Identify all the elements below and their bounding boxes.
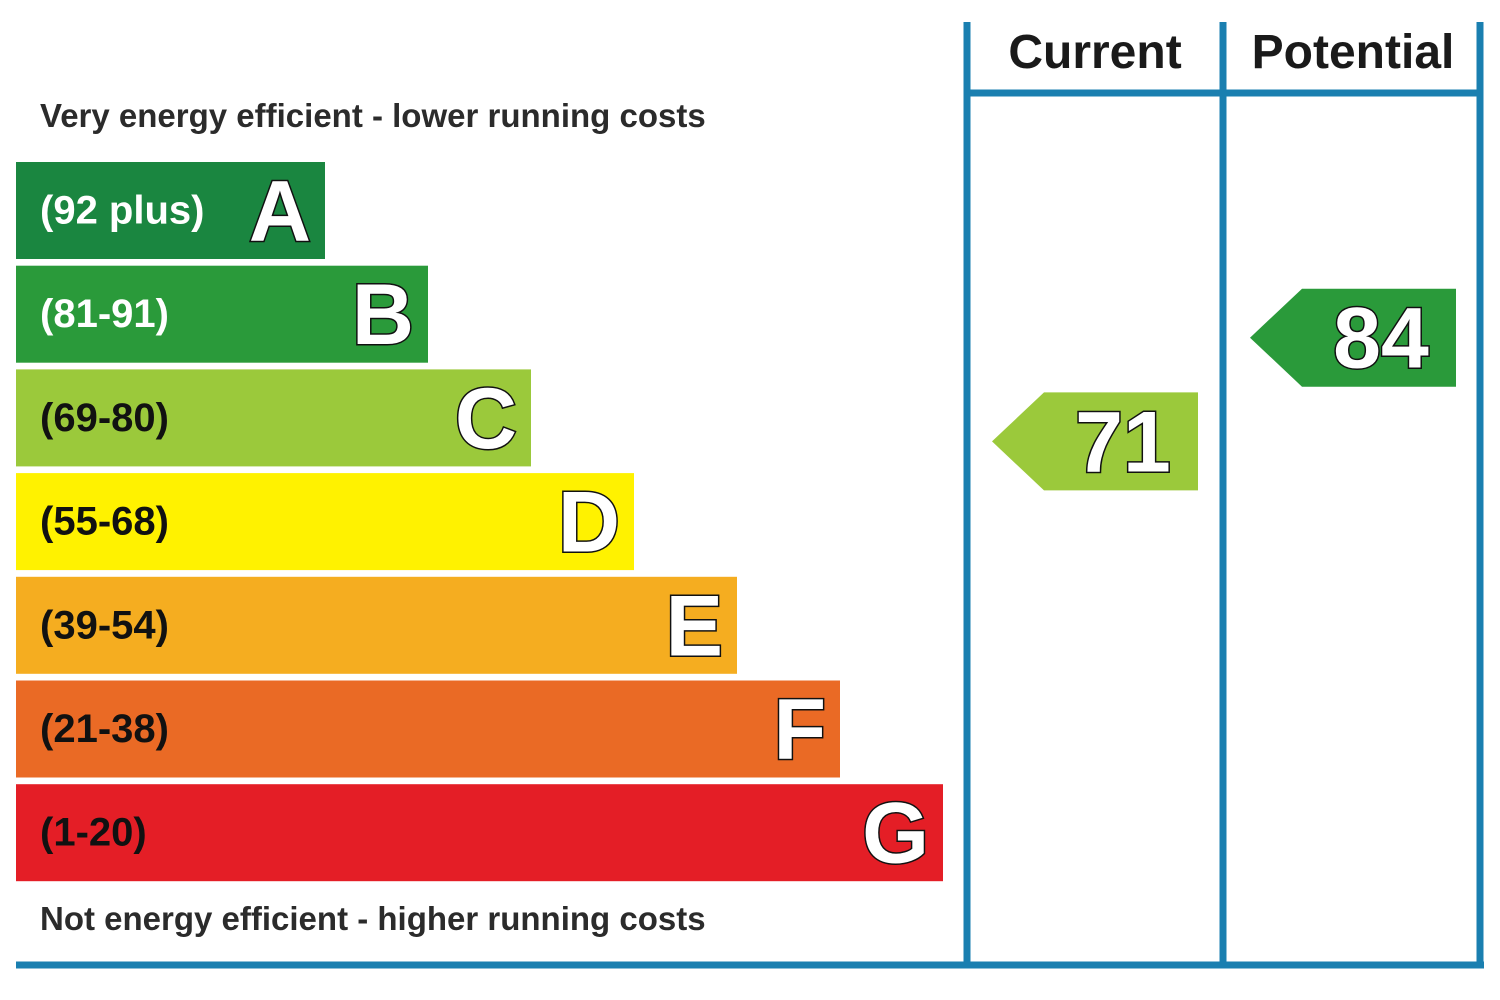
band-g: (1-20) G: [16, 784, 943, 883]
band-letter-b: B: [352, 267, 414, 363]
band-range-label-f: (21-38): [40, 707, 169, 751]
band-bar-e: [16, 576, 737, 674]
band-b: (81-91) B: [16, 265, 428, 365]
band-a: (92 plus) A: [16, 162, 325, 261]
band-bars: (92 plus) A(81-91) B(69-80) C(55-68) D(39-54…: [16, 162, 943, 883]
band-letter-d: D: [558, 475, 620, 571]
rating-potential: 84: [1250, 288, 1456, 388]
rating-current: 71: [992, 392, 1198, 492]
band-bar-a: [16, 162, 325, 259]
rating-value-current: 71: [1075, 394, 1171, 490]
column-header-current: Current: [1008, 26, 1181, 79]
band-range-label-d: (55-68): [40, 500, 169, 544]
band-letter-c: C: [455, 371, 517, 467]
band-bar-g: [16, 784, 943, 882]
rating-table-frame: [16, 22, 1484, 969]
band-range-label-e: (39-54): [40, 603, 169, 647]
band-f: (21-38) F: [16, 680, 840, 780]
band-range-label-c: (69-80): [40, 396, 169, 440]
rating-arrow-potential: [1250, 288, 1456, 387]
band-letter-e: E: [666, 578, 723, 674]
top-caption: Very energy efficient - lower running co…: [40, 97, 706, 134]
band-letter-g: G: [862, 786, 929, 882]
band-bar-b: [16, 265, 428, 363]
band-c: (69-80) C: [16, 369, 531, 468]
band-bar-c: [16, 369, 531, 467]
rating-arrows: 71 84: [992, 288, 1456, 492]
column-header-potential: Potential: [1252, 26, 1455, 79]
band-range-label-b: (81-91): [40, 292, 169, 336]
band-letter-f: F: [773, 682, 826, 778]
band-bar-d: [16, 473, 634, 571]
band-letter-a: A: [249, 164, 311, 260]
band-range-label-g: (1-20): [40, 811, 147, 855]
band-d: (55-68) D: [16, 473, 634, 572]
bottom-caption: Not energy efficient - higher running co…: [40, 900, 706, 937]
band-bar-f: [16, 680, 840, 778]
band-e: (39-54) E: [16, 576, 737, 676]
rating-value-potential: 84: [1333, 291, 1429, 387]
rating-arrow-current: [992, 392, 1198, 491]
band-range-label-a: (92 plus): [40, 189, 204, 233]
